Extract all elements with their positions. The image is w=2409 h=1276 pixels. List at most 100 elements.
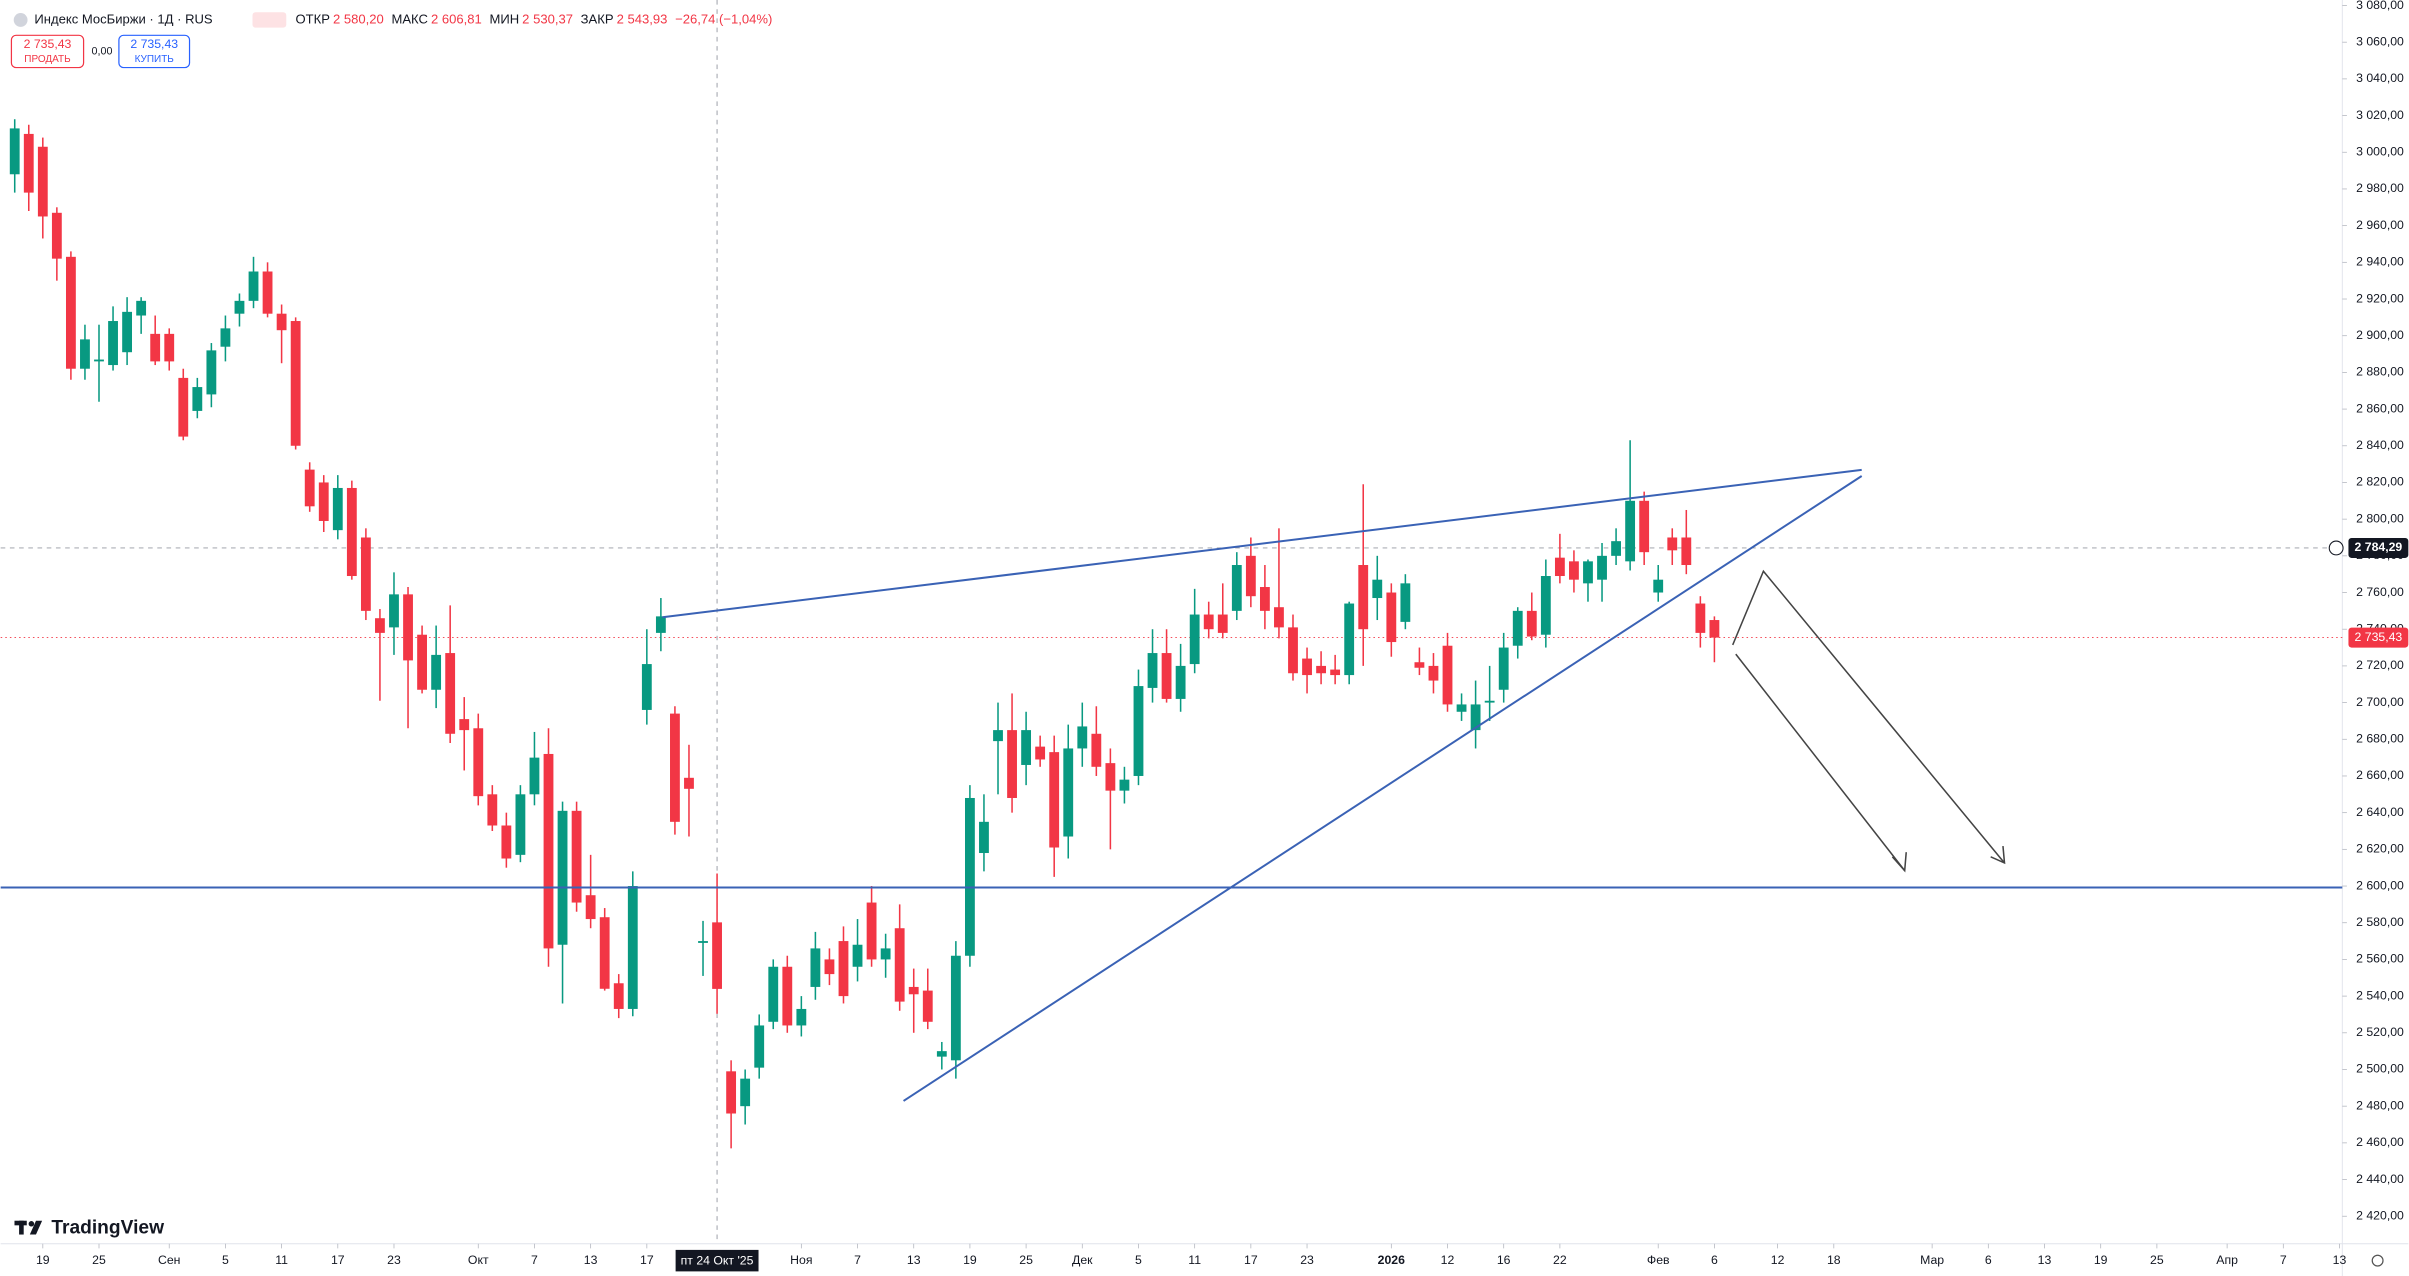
- candle-body: [1386, 592, 1397, 643]
- candle-body: [1597, 555, 1607, 580]
- candle-body: [1526, 610, 1537, 637]
- candle-body: [487, 794, 498, 826]
- x-tick-label: 23: [387, 1253, 401, 1267]
- candle-body: [866, 902, 877, 960]
- legend-key: МАКС: [391, 11, 427, 26]
- x-tick-label: 7: [2280, 1253, 2287, 1267]
- candle-body: [1105, 763, 1116, 791]
- candle-body: [1330, 669, 1341, 676]
- x-tick-label: 22: [1553, 1253, 1567, 1267]
- settings-icon[interactable]: [2371, 1254, 2384, 1267]
- y-tick-label: 3 000,00: [2356, 145, 2404, 159]
- candle-body: [782, 966, 793, 1026]
- y-tick-label: 2 580,00: [2356, 915, 2404, 929]
- candle-body: [655, 616, 666, 633]
- candle-body: [557, 810, 568, 945]
- y-tick-label: 2 600,00: [2356, 878, 2404, 892]
- candle-body: [1217, 614, 1228, 633]
- y-tick-label: 2 700,00: [2356, 695, 2404, 709]
- candle-body: [1428, 665, 1439, 681]
- candle-body: [880, 948, 891, 960]
- arrow: [1735, 653, 1906, 872]
- candle-body: [501, 825, 512, 859]
- status-pill[interactable]: [252, 12, 287, 28]
- ohlc-legend: ОТКР 2 580,20 МАКС 2 606,81 МИН 2 530,37 ЗАКР 2…: [295, 11, 772, 26]
- x-tick-label: Сен: [158, 1253, 180, 1267]
- candle-body: [1358, 565, 1369, 630]
- x-tick-label: 5: [1135, 1253, 1142, 1267]
- candle-body: [726, 1071, 737, 1114]
- candle-body: [304, 469, 315, 507]
- candle-body: [23, 133, 34, 193]
- candle-body: [220, 328, 231, 347]
- candle-body: [1372, 579, 1383, 599]
- sell-button[interactable]: [10, 34, 85, 69]
- x-tick-label: 18: [1827, 1253, 1841, 1267]
- candle-body: [1133, 686, 1144, 776]
- y-tick-label: 2 460,00: [2356, 1135, 2404, 1149]
- y-tick-label: 2 880,00: [2356, 365, 2404, 379]
- candle-body: [585, 895, 596, 920]
- legend-change: −26,74 (−1,04%): [675, 11, 772, 26]
- candle-body: [1667, 537, 1678, 551]
- candle-body: [599, 917, 610, 989]
- candle-body: [1498, 647, 1509, 690]
- y-tick-label: 3 040,00: [2356, 71, 2404, 85]
- candle-body: [1147, 653, 1158, 688]
- legend-key: ОТКР: [295, 11, 330, 26]
- y-tick-label: 2 760,00: [2356, 585, 2404, 599]
- candle-body: [1625, 500, 1636, 562]
- x-tick-label: Мар: [1920, 1253, 1944, 1267]
- candle-body: [740, 1078, 751, 1107]
- candle-body: [473, 728, 484, 797]
- candle-body: [136, 300, 147, 316]
- candle-body: [1021, 730, 1032, 765]
- x-tick-label: 13: [2038, 1253, 2052, 1267]
- candle-body: [1203, 614, 1214, 630]
- x-tick-label: 13: [907, 1253, 921, 1267]
- candle-body: [852, 944, 863, 967]
- candle-body: [754, 1025, 765, 1068]
- crosshair-time-box: [675, 1249, 759, 1272]
- x-tick-label: 5: [222, 1253, 229, 1267]
- crosshair-price-box: [2348, 537, 2409, 558]
- candle-body: [1175, 665, 1186, 699]
- candle-body: [627, 886, 638, 1009]
- candle-body: [684, 777, 694, 789]
- y-tick-label: 2 520,00: [2356, 1025, 2404, 1039]
- trend-line: [902, 475, 1863, 1102]
- x-tick-label: 19: [963, 1253, 977, 1267]
- logo: [14, 1220, 43, 1235]
- candle-body: [360, 537, 371, 611]
- logo-part: [29, 1220, 43, 1235]
- candle-body: [346, 487, 357, 577]
- x-tick-label: 23: [1300, 1253, 1314, 1267]
- candle-body: [9, 128, 20, 175]
- candle-body: [950, 955, 961, 1061]
- buy-button[interactable]: [118, 34, 191, 69]
- candle-body: [670, 713, 680, 822]
- last-price-label: 2 735,43: [2355, 630, 2403, 644]
- candle-body: [1695, 603, 1706, 633]
- candle-body: [768, 966, 779, 1022]
- candle-body: [178, 377, 189, 437]
- y-tick-label: 2 800,00: [2356, 511, 2404, 525]
- x-tick-label: Фев: [1647, 1253, 1670, 1267]
- logo-part: [28, 1221, 35, 1227]
- x-tick-label: 17: [640, 1253, 654, 1267]
- candle-body: [1091, 733, 1102, 767]
- candle-body: [150, 333, 161, 362]
- candle-body: [37, 146, 48, 217]
- candle-body: [1484, 700, 1495, 703]
- x-tick-label: 6: [1711, 1253, 1718, 1267]
- candle-body: [908, 986, 919, 995]
- legend-key: ЗАКР: [581, 11, 614, 26]
- candle-body: [838, 941, 849, 997]
- candle-body: [1189, 614, 1200, 665]
- candle-body: [234, 300, 245, 314]
- x-tick-label: 6: [1985, 1253, 1992, 1267]
- candle-body: [94, 359, 104, 362]
- candle-body: [1470, 704, 1481, 731]
- candle-body: [431, 654, 442, 690]
